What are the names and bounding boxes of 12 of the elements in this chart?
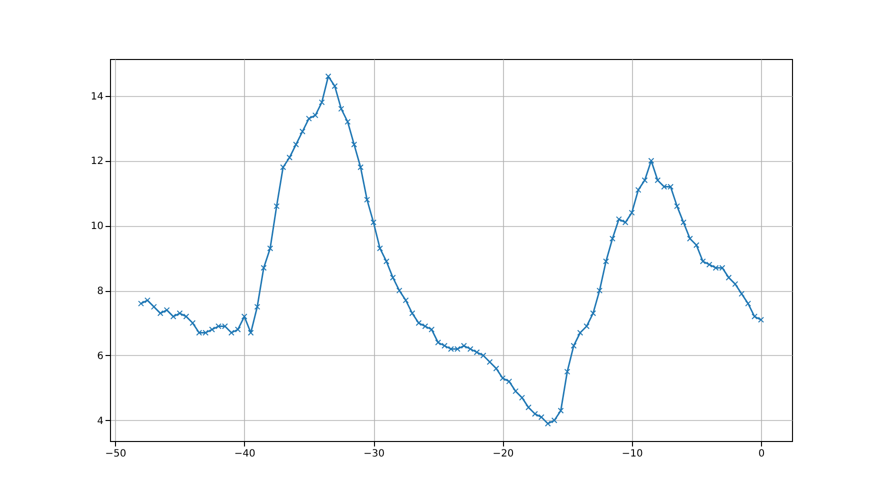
x-tick-label: 0: [758, 448, 765, 460]
y-tick-label: 12: [90, 156, 104, 168]
y-tick-label: 14: [90, 91, 104, 102]
y-tick-label: 10: [90, 221, 104, 232]
x-tick-label: −30: [363, 448, 385, 460]
y-tick-label: 6: [97, 350, 104, 362]
y-tick-label: 8: [97, 286, 104, 298]
x-tick-label: −20: [492, 448, 514, 460]
x-tick-label: −40: [234, 448, 256, 460]
y-tick-label: 4: [97, 416, 104, 427]
x-tick-label: −50: [105, 448, 126, 460]
x-tick-label: −10: [622, 448, 643, 460]
